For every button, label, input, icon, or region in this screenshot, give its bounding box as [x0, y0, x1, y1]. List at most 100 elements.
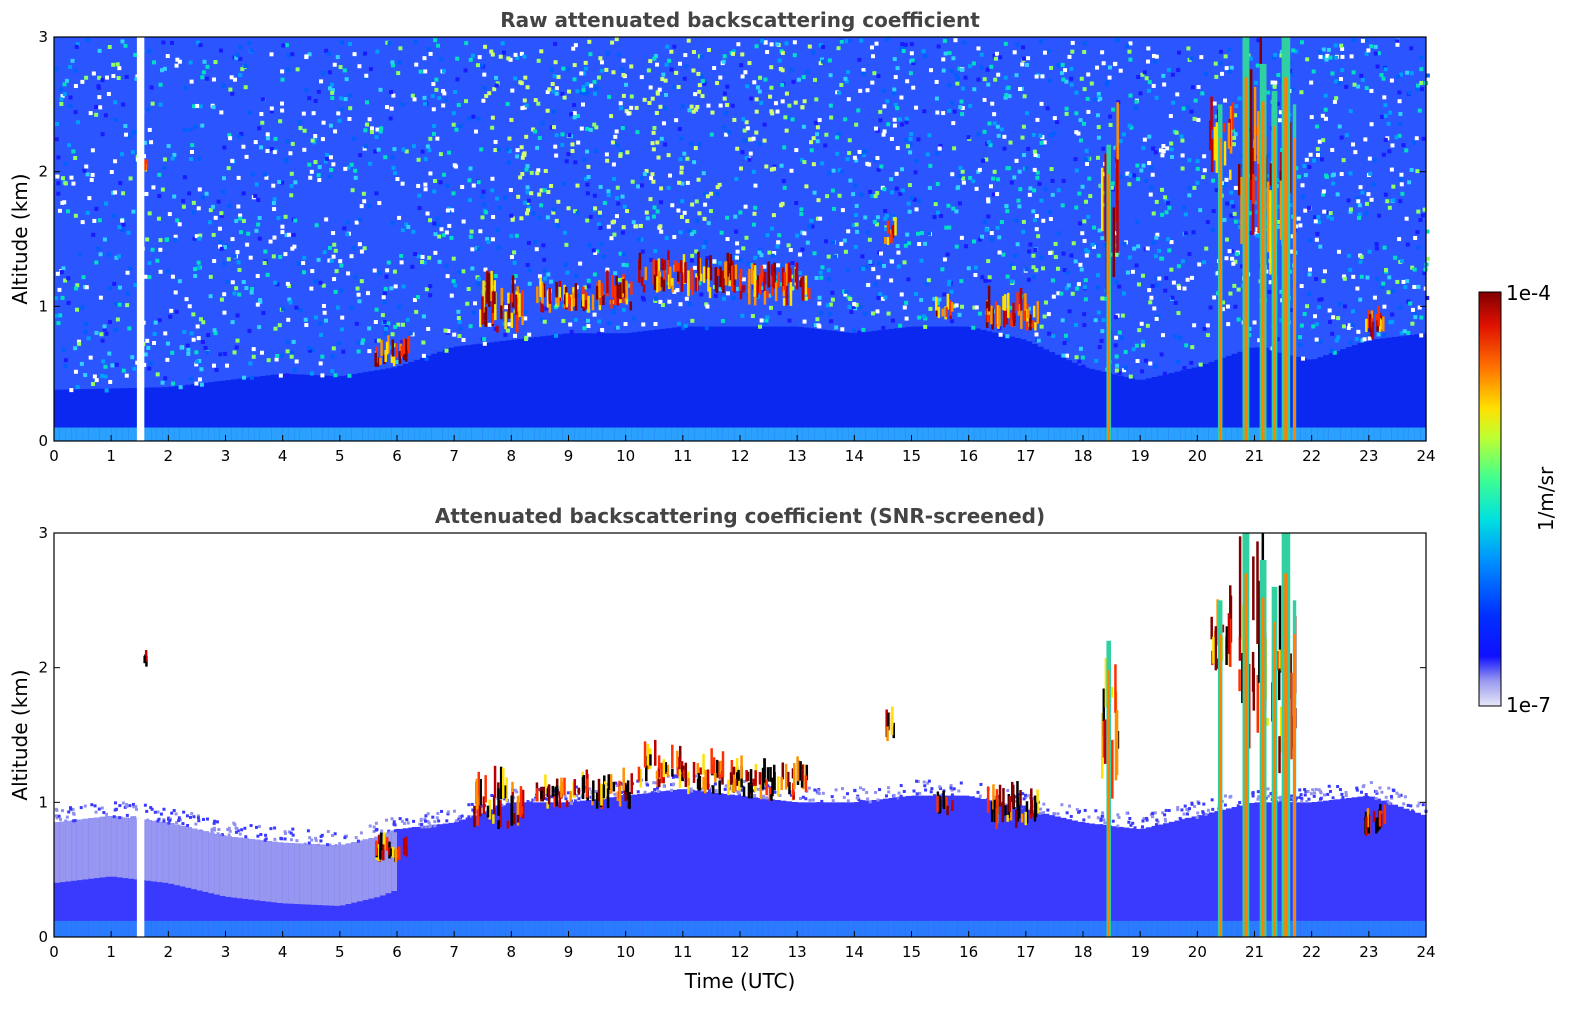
surface-layer-cell	[1408, 920, 1416, 937]
noise-pixel	[1316, 305, 1321, 310]
noise-pixel	[302, 147, 307, 152]
boundary-layer-cell	[1374, 338, 1381, 441]
noise-pixel	[1177, 285, 1182, 290]
cloud-streak	[494, 292, 497, 321]
noise-pixel	[357, 299, 362, 304]
noise-pixel	[792, 40, 797, 45]
noise-pixel	[1136, 177, 1141, 182]
noise-pixel	[423, 182, 428, 187]
noise-pixel	[416, 254, 421, 259]
noise-pixel	[1004, 93, 1009, 98]
noise-pixel	[566, 152, 571, 157]
noise-pixel	[776, 240, 781, 245]
noise-pixel	[567, 133, 572, 138]
noise-pixel	[998, 332, 1003, 337]
noise-pixel	[1229, 213, 1234, 218]
screened-pixel	[858, 786, 862, 790]
noise-pixel	[1231, 261, 1236, 266]
boundary-layer-cell	[659, 791, 667, 937]
screened-pixel	[1163, 817, 1167, 821]
cloud-streak	[565, 292, 569, 308]
noise-pixel	[182, 175, 187, 180]
boundary-layer-cell	[1277, 802, 1284, 937]
noise-pixel	[540, 121, 545, 126]
noise-pixel	[718, 103, 723, 108]
noise-pixel	[585, 182, 590, 187]
noise-pixel	[1050, 192, 1055, 197]
noise-pixel	[742, 138, 747, 143]
screened-pixel	[1289, 798, 1293, 802]
boundary-layer-cell	[745, 796, 753, 937]
noise-pixel	[1032, 149, 1037, 154]
noise-pixel	[1141, 163, 1146, 168]
boundary-layer-cell	[642, 330, 650, 441]
cloud-streak	[1213, 126, 1217, 161]
noise-pixel	[84, 322, 89, 327]
cloud-streak	[402, 338, 406, 355]
noise-pixel	[1311, 324, 1316, 329]
surface-layer-cell	[151, 920, 158, 937]
noise-pixel	[307, 346, 312, 351]
noise-pixel	[447, 210, 452, 215]
surface-layer-cell	[734, 920, 741, 937]
noise-pixel	[1369, 197, 1374, 202]
noise-pixel	[996, 72, 1001, 77]
noise-pixel	[332, 62, 337, 67]
noise-pixel	[1322, 209, 1327, 214]
surface-layer-cell	[1214, 427, 1221, 441]
noise-pixel	[842, 289, 847, 294]
cloud-streak	[1252, 174, 1255, 204]
boundary-layer-cell	[1054, 816, 1061, 937]
noise-pixel	[1091, 244, 1096, 249]
noise-pixel	[1042, 140, 1047, 145]
noise-pixel	[854, 203, 859, 208]
raw-y-axis-label: Altitude (km)	[8, 173, 32, 304]
noise-pixel	[542, 276, 547, 281]
noise-pixel	[531, 211, 536, 216]
noise-pixel	[779, 163, 784, 168]
noise-pixel	[1348, 207, 1353, 212]
noise-pixel	[1224, 237, 1229, 242]
noise-pixel	[1229, 65, 1234, 70]
precip-core	[1261, 101, 1265, 441]
cloud-streak	[708, 287, 712, 299]
noise-pixel	[1364, 38, 1369, 43]
noise-pixel	[352, 52, 357, 57]
noise-pixel	[1253, 176, 1258, 181]
boundary-layer-cell	[1300, 358, 1307, 441]
screened-pixel	[820, 799, 824, 803]
noise-pixel	[168, 314, 173, 319]
surface-layer-cell	[568, 920, 575, 937]
noise-pixel	[777, 233, 782, 238]
noise-pixel	[699, 54, 704, 59]
noise-pixel	[1192, 323, 1197, 328]
noise-pixel	[1408, 301, 1413, 306]
noise-pixel	[1417, 305, 1422, 310]
noise-pixel	[1110, 181, 1115, 186]
aerosol-haze-cell	[345, 843, 352, 905]
noise-pixel	[100, 78, 105, 83]
noise-pixel	[111, 74, 116, 79]
noise-pixel	[490, 237, 495, 242]
noise-pixel	[718, 287, 723, 292]
noise-pixel	[582, 157, 587, 162]
noise-pixel	[960, 67, 965, 72]
cloud-streak	[540, 282, 544, 302]
boundary-layer-cell	[1134, 828, 1141, 937]
boundary-layer-cell	[1083, 367, 1090, 441]
noise-pixel	[191, 337, 196, 342]
noise-pixel	[954, 72, 959, 77]
surface-layer-cell	[614, 920, 621, 937]
noise-pixel	[927, 231, 932, 236]
aerosol-haze-cell	[82, 818, 89, 880]
noise-pixel	[147, 261, 152, 266]
noise-pixel	[197, 377, 202, 382]
boundary-layer-cell	[1071, 362, 1078, 441]
noise-pixel	[1342, 276, 1347, 281]
noise-pixel	[1254, 200, 1259, 205]
noise-pixel	[1026, 56, 1031, 61]
noise-pixel	[1157, 276, 1162, 281]
noise-pixel	[1168, 114, 1173, 119]
surface-layer-cell	[597, 427, 604, 441]
noise-pixel	[1135, 219, 1140, 224]
